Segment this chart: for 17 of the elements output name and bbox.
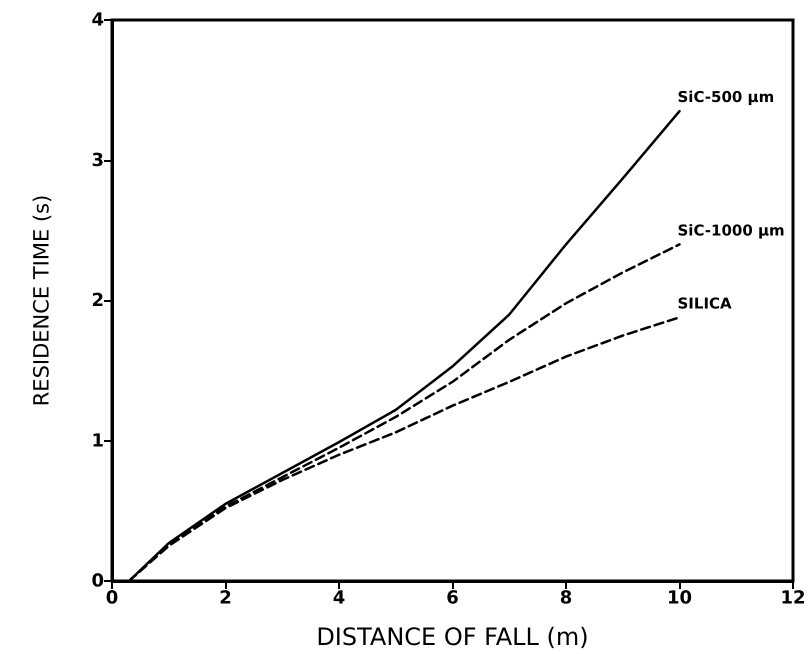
y-tick-label: 3	[91, 150, 104, 171]
y-tick-label: 0	[91, 570, 104, 592]
x-tick-label: 0	[106, 588, 118, 608]
x-axis-title: DISTANCE OF FALL (m)	[316, 623, 589, 651]
y-tick-label: 4	[91, 10, 104, 30]
series-label: SiC-1000 μm	[678, 221, 785, 240]
y-tick-label: 2	[91, 290, 104, 311]
x-tick-label: 2	[219, 588, 232, 608]
series-label: SILICA	[678, 294, 732, 312]
y-axis-title: RESIDENCE TIME (s)	[30, 194, 54, 406]
x-tick-label: 10	[666, 588, 692, 608]
x-tick-label: 6	[446, 588, 459, 608]
y-tick-label: 1	[91, 430, 104, 452]
x-tick-label: 4	[332, 588, 346, 608]
x-tick-label: 12	[780, 588, 806, 608]
x-tick-label: 8	[560, 588, 572, 608]
series-label: SiC-500 μm	[678, 88, 774, 106]
